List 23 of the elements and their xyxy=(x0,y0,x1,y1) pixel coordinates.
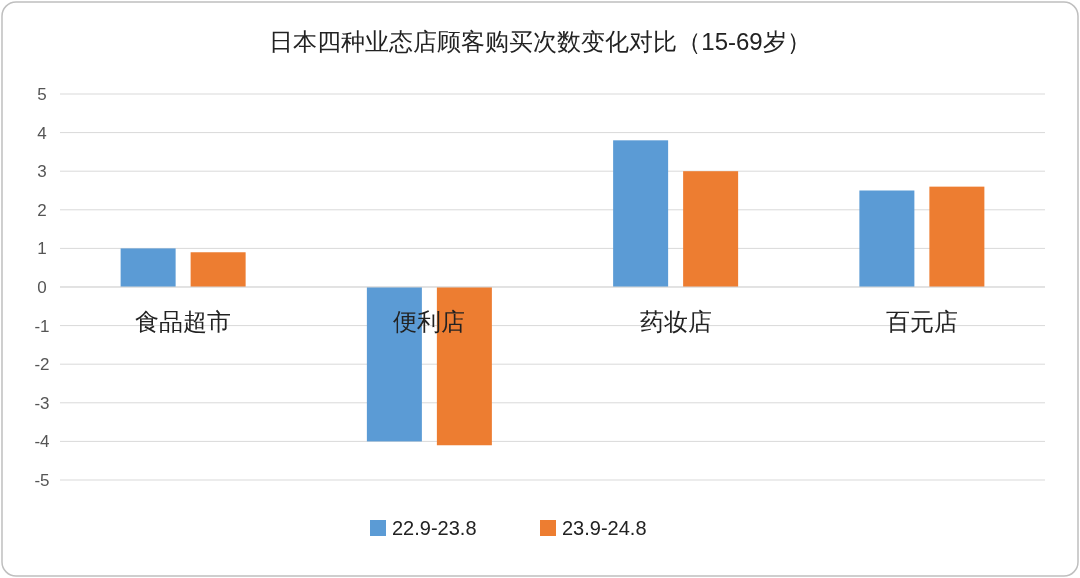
bar xyxy=(120,248,176,287)
y-tick-label: 0 xyxy=(37,278,47,297)
x-tick-label: 百元店 xyxy=(885,308,958,335)
x-tick-label: 食品超市 xyxy=(135,308,232,335)
y-tick-label: 1 xyxy=(37,239,47,259)
y-tick-label: -5 xyxy=(34,471,50,490)
bar xyxy=(929,186,985,287)
y-tick-label: -2 xyxy=(34,355,50,375)
bar xyxy=(613,140,669,287)
y-tick-label: -1 xyxy=(34,316,50,336)
legend-label: 23.9-24.8 xyxy=(562,517,647,539)
bar xyxy=(859,190,915,287)
y-tick-label: 5 xyxy=(37,85,47,104)
y-tick-label: 2 xyxy=(37,200,47,220)
x-tick-label: 药妆店 xyxy=(639,308,712,335)
bar xyxy=(190,252,246,287)
legend-label: 22.9-23.8 xyxy=(392,517,477,539)
y-tick-label: -3 xyxy=(34,393,50,413)
y-tick-label: 4 xyxy=(37,123,47,143)
y-tick-label: -4 xyxy=(34,432,50,452)
y-tick-label: 3 xyxy=(37,162,47,182)
chart-title: 日本四种业态店顾客购买次数变化对比（15-69岁） xyxy=(269,28,811,55)
bar xyxy=(683,171,739,287)
